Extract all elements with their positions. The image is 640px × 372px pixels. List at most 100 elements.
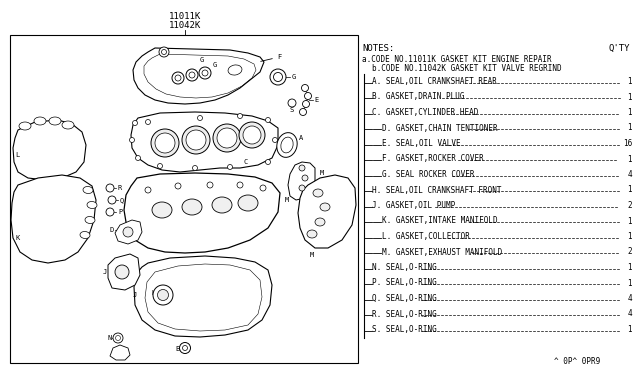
Text: M: M	[320, 170, 324, 176]
Text: 11011K: 11011K	[169, 12, 201, 21]
Text: S: S	[290, 107, 294, 113]
Ellipse shape	[315, 218, 325, 226]
Ellipse shape	[307, 230, 317, 238]
Circle shape	[115, 336, 120, 340]
Polygon shape	[11, 175, 96, 263]
Circle shape	[273, 73, 282, 81]
Ellipse shape	[320, 203, 330, 211]
Circle shape	[213, 124, 241, 152]
Text: A: A	[299, 135, 303, 141]
Polygon shape	[131, 112, 278, 172]
Circle shape	[155, 133, 175, 153]
Circle shape	[302, 175, 308, 181]
Text: C. GASKET,CYLINDER HEAD: C. GASKET,CYLINDER HEAD	[372, 108, 478, 117]
Text: E: E	[314, 97, 318, 103]
Text: ^ 0P^ 0PR9: ^ 0P^ 0PR9	[554, 357, 600, 366]
Circle shape	[193, 166, 198, 170]
Circle shape	[123, 227, 133, 237]
Ellipse shape	[277, 133, 297, 157]
Text: Q: Q	[120, 197, 124, 203]
Text: P: P	[118, 209, 122, 215]
Circle shape	[157, 289, 168, 301]
Text: B. GASKET,DRAIN PLUG: B. GASKET,DRAIN PLUG	[372, 93, 465, 102]
Circle shape	[151, 129, 179, 157]
Text: 1: 1	[627, 77, 632, 86]
Ellipse shape	[49, 117, 61, 125]
Circle shape	[145, 187, 151, 193]
Circle shape	[172, 72, 184, 84]
Circle shape	[159, 47, 169, 57]
Text: 1: 1	[627, 263, 632, 272]
Text: 1: 1	[627, 232, 632, 241]
Text: NOTES:: NOTES:	[362, 44, 394, 53]
Text: P. SEAL,O-RING: P. SEAL,O-RING	[372, 279, 436, 288]
Text: R. SEAL,O-RING: R. SEAL,O-RING	[372, 310, 436, 318]
Text: 16: 16	[623, 139, 632, 148]
Circle shape	[189, 72, 195, 78]
Polygon shape	[124, 173, 280, 253]
Circle shape	[186, 130, 206, 150]
Circle shape	[237, 182, 243, 188]
Text: N. SEAL,O-RING: N. SEAL,O-RING	[372, 263, 436, 272]
Polygon shape	[115, 220, 142, 244]
Bar	[10, 35, 358, 363]
Text: 1: 1	[627, 217, 632, 225]
Text: M. GASKET,EXHAUST MANIFOLD: M. GASKET,EXHAUST MANIFOLD	[382, 247, 502, 257]
Text: 4: 4	[627, 294, 632, 303]
Circle shape	[270, 69, 286, 85]
Ellipse shape	[313, 189, 323, 197]
Circle shape	[153, 285, 173, 305]
Circle shape	[179, 343, 191, 353]
Text: J: J	[133, 292, 137, 298]
Circle shape	[237, 113, 243, 119]
Circle shape	[199, 67, 211, 79]
Ellipse shape	[80, 231, 90, 238]
Text: G: G	[292, 74, 296, 80]
Text: R: R	[118, 185, 122, 191]
Circle shape	[243, 126, 261, 144]
Text: N: N	[107, 335, 111, 341]
Circle shape	[300, 109, 307, 115]
Circle shape	[266, 160, 271, 164]
Polygon shape	[13, 120, 86, 180]
Text: 1: 1	[627, 186, 632, 195]
Text: K: K	[15, 235, 19, 241]
Circle shape	[207, 182, 213, 188]
Circle shape	[106, 184, 114, 192]
Text: 2: 2	[627, 247, 632, 257]
Circle shape	[260, 185, 266, 191]
Circle shape	[132, 121, 138, 125]
Text: L. GASKET,COLLECTOR: L. GASKET,COLLECTOR	[382, 232, 470, 241]
Ellipse shape	[228, 65, 242, 75]
Text: J: J	[103, 269, 108, 275]
Ellipse shape	[152, 202, 172, 218]
Circle shape	[288, 99, 296, 107]
Circle shape	[266, 118, 271, 122]
Circle shape	[186, 69, 198, 81]
Ellipse shape	[212, 197, 232, 213]
Circle shape	[145, 119, 150, 125]
Ellipse shape	[87, 202, 97, 209]
Circle shape	[175, 183, 181, 189]
Text: F. GASKET,ROCKER COVER: F. GASKET,ROCKER COVER	[382, 154, 484, 164]
Polygon shape	[298, 175, 356, 248]
Circle shape	[299, 165, 305, 171]
Text: G: G	[213, 62, 217, 68]
Circle shape	[239, 122, 265, 148]
Text: 1: 1	[627, 279, 632, 288]
Circle shape	[157, 164, 163, 169]
Ellipse shape	[83, 186, 93, 193]
Text: 4: 4	[627, 310, 632, 318]
Circle shape	[273, 138, 278, 142]
Circle shape	[299, 185, 305, 191]
Circle shape	[115, 265, 129, 279]
Text: A. SEAL,OIL CRANKSHAFT REAR: A. SEAL,OIL CRANKSHAFT REAR	[372, 77, 497, 86]
Text: 2: 2	[627, 201, 632, 210]
Polygon shape	[134, 256, 272, 337]
Text: E. SEAL,OIL VALVE: E. SEAL,OIL VALVE	[382, 139, 461, 148]
Ellipse shape	[182, 199, 202, 215]
Text: C: C	[244, 159, 248, 165]
Ellipse shape	[85, 217, 95, 224]
Circle shape	[182, 346, 188, 350]
Text: 1: 1	[627, 154, 632, 164]
